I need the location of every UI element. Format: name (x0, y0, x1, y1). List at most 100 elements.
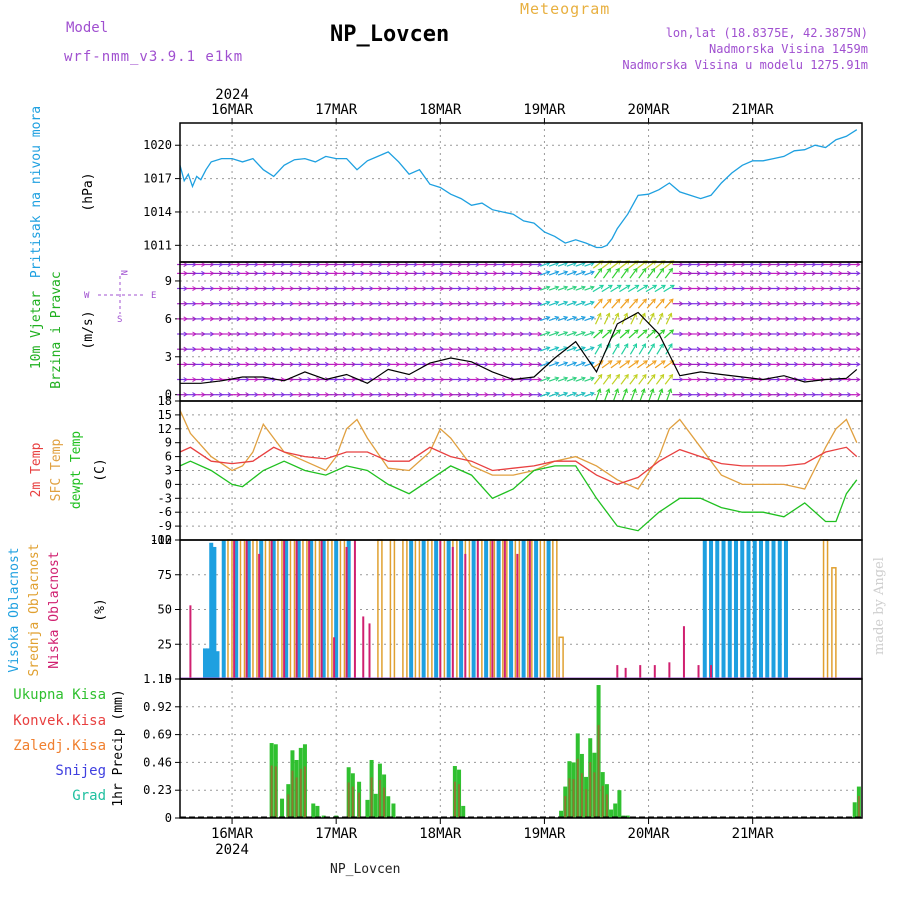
wind-arrow-head (643, 284, 649, 290)
cloud-bar-mid (427, 539, 433, 680)
wind-arrow-head (537, 262, 543, 268)
precip-bar (617, 790, 622, 818)
cloud-bar-mid (239, 539, 246, 680)
ytick-label-temperature-6: 6 (165, 450, 172, 464)
cloud-bar-low (189, 605, 192, 679)
cloud-bar-high (259, 540, 264, 679)
cloud-bar-low (697, 665, 700, 679)
wind-arrow (603, 313, 610, 325)
precip-bar-conv (347, 782, 350, 818)
wind-arrow-head (614, 312, 620, 318)
cloud-bar-high (734, 540, 739, 679)
cloud-bar-high (702, 540, 707, 679)
wind-arrow-head (537, 377, 543, 383)
wind-arrow (628, 329, 639, 339)
wind-arrow-head (624, 267, 629, 273)
panel-wind: 0 3 6 9 (165, 260, 862, 402)
wind-arrow-head (537, 301, 543, 307)
wind-arrow-head (633, 329, 639, 334)
wind-arrow (595, 388, 601, 401)
compass-e: E (151, 291, 156, 301)
wind-arrow-head (669, 329, 675, 334)
wind-arrow-head (634, 284, 640, 290)
wind-arrow-head (624, 373, 629, 379)
bottom-day-label-0: 16MAR (211, 826, 254, 842)
precip-bar-conv (270, 765, 273, 818)
wind-arrow (557, 392, 568, 397)
wind-arrow-head (623, 388, 628, 394)
wind-arrow (656, 343, 664, 355)
bottom-day-label-2: 18MAR (419, 826, 462, 842)
wind-arrow-head (563, 315, 569, 321)
wind-arrow (655, 374, 665, 385)
wind-arrow-head (598, 298, 603, 304)
wind-arrow (610, 329, 621, 339)
wind-arrow (584, 346, 595, 352)
precip-bar-conv (458, 784, 461, 818)
wind-arrow (655, 298, 665, 309)
ytick-label-temperature-5: 3 (165, 464, 172, 478)
wind-arrow (566, 271, 577, 276)
ytick-label-precip-3: 0.69 (143, 728, 172, 742)
ytick-label-temperature-1: -9 (158, 519, 172, 533)
wind-arrow-head (856, 262, 861, 268)
wind-arrow-head (581, 361, 586, 367)
cloud-bar-mid (264, 539, 271, 680)
wind-arrow (664, 298, 674, 309)
cloud-bar-low (368, 623, 371, 679)
wind-arrow (575, 262, 586, 267)
wind-arrow-head (633, 298, 639, 304)
wind-arrow (646, 298, 656, 309)
wind-arrow (645, 360, 657, 369)
cloud-bar-low (439, 540, 442, 679)
wind-arrow (584, 271, 595, 276)
wind-arrow-head (545, 285, 551, 291)
wind-arrow (539, 262, 550, 267)
precip-bar-conv (593, 772, 596, 818)
wind-arrow (636, 284, 648, 293)
sfc-label: SFC Temp (49, 439, 64, 502)
wind-arrow-head (606, 298, 612, 304)
cloud-bar-low (295, 540, 298, 679)
ytick-label-temperature-8: 12 (158, 422, 172, 436)
wind-arrow-head (623, 343, 629, 348)
cloud-bar-low (639, 665, 642, 679)
wind-arrow-head (599, 284, 605, 290)
cloud-bar-high (740, 540, 745, 679)
wind-arrow (575, 301, 586, 306)
cloud-bar-high (209, 542, 214, 679)
cloud-bar-low (270, 540, 273, 679)
precip-bar-conv (299, 768, 302, 818)
wind-arrow (584, 377, 595, 382)
wind-arrow-head (650, 373, 656, 379)
wind-arrow (602, 329, 612, 339)
wind-arrow (619, 360, 630, 369)
wind-arrow-head (572, 315, 578, 321)
wind-arrow (593, 329, 603, 339)
cloud-bar-high (752, 540, 757, 679)
wind-arrow (610, 284, 622, 293)
precip-bar-conv (383, 787, 386, 818)
ytick-label-temperature-4: 0 (165, 477, 172, 491)
cloud-bar-low (362, 616, 365, 679)
wind-arrow (663, 329, 674, 339)
wind-arrow (566, 286, 577, 291)
wind-arrow-head (580, 270, 586, 276)
wind-arrow (584, 301, 595, 306)
ytick-label-temperature-10: 18 (158, 394, 172, 408)
wind-arrow (621, 313, 628, 325)
wind-arrow (602, 374, 611, 385)
wind-arrow (637, 329, 648, 339)
wind-arrow (566, 331, 577, 337)
precip-unit: 1hr Precip (mm) (111, 689, 126, 806)
wind-arrow-head (537, 361, 543, 367)
cloud-bar-low (516, 553, 519, 679)
precip-bar-conv (601, 785, 604, 818)
wind-arrow-head (616, 284, 622, 290)
wind-label: 10m Vjetar (29, 291, 44, 369)
precip-bar (609, 809, 614, 818)
top-day-label-3: 19MAR (523, 102, 566, 118)
wind-arrow-head (572, 376, 578, 382)
wind-arrow-head (650, 267, 656, 273)
cloud-bar-low (464, 553, 467, 679)
